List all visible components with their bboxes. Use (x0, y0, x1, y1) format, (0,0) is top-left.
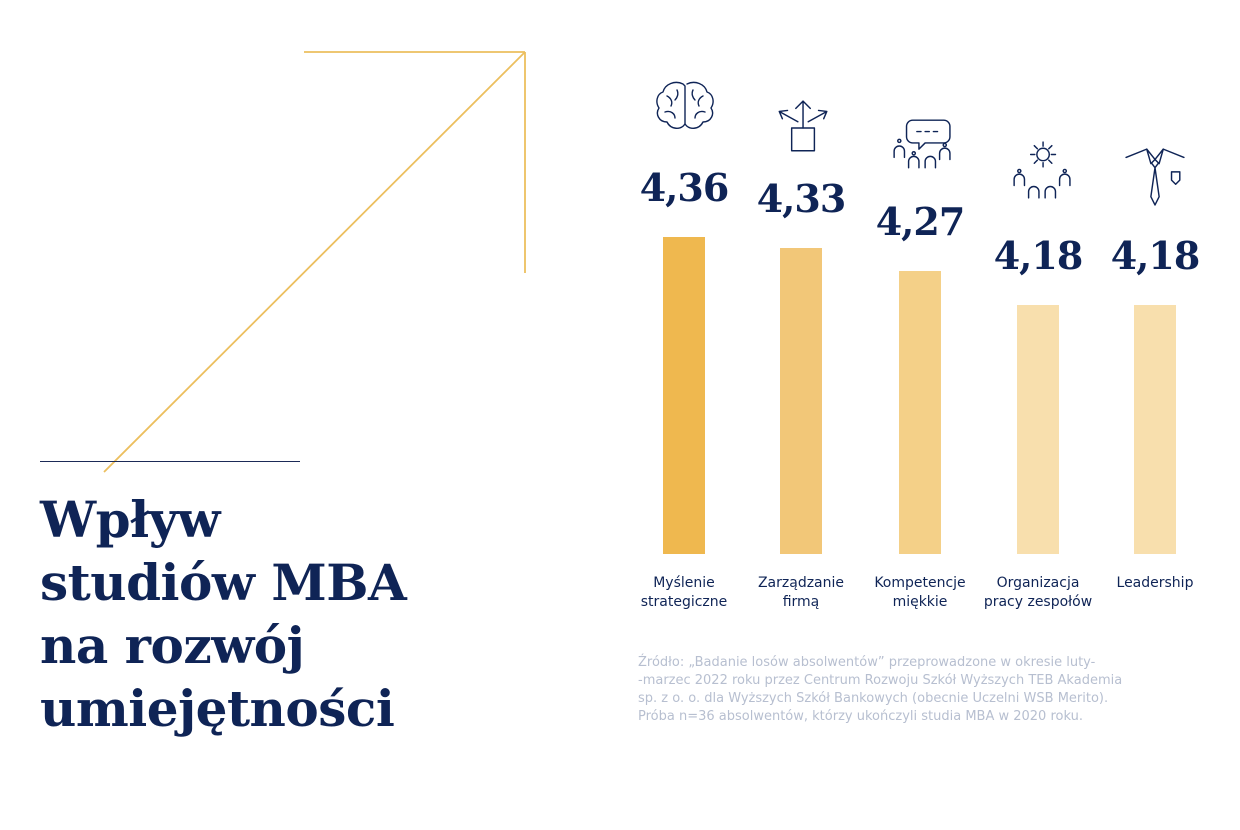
speech-group-icon (893, 119, 951, 169)
gear-team-icon (1013, 141, 1071, 199)
growth-arrow (103, 51, 526, 473)
category-label: Zarządzanie firmą (757, 575, 845, 610)
page-title: Wpływ studiów MBA na rozwój umiejętności (40, 488, 460, 740)
title-divider (40, 461, 300, 462)
brain-icon (656, 81, 714, 129)
title-line: umiejętności (40, 679, 395, 738)
source-line: Źródło: „Badanie losów absolwentów” prze… (638, 655, 1096, 670)
source-line: Próba n=36 absolwentów, którzy ukończyli… (638, 709, 1083, 724)
box-arrows-icon (778, 100, 828, 152)
tie-icon (1125, 148, 1185, 206)
bar-value-label: 4,33 (756, 176, 847, 222)
source-line: sp. z o. o. dla Wyższych Szkół Bankowych… (638, 691, 1109, 706)
category-label: Organizacja pracy zespołów (983, 575, 1093, 610)
title-line: na rozwój (40, 616, 305, 675)
title-line: Wpływ (40, 490, 220, 549)
bar (663, 237, 705, 554)
bar (1017, 305, 1059, 554)
bar (899, 271, 941, 554)
bar (780, 248, 822, 554)
bar (1134, 305, 1176, 554)
category-label: Leadership (1116, 575, 1194, 591)
source-note: Źródło: „Badanie losów absolwentów” prze… (638, 654, 1198, 726)
bar-value-label: 4,36 (639, 165, 730, 210)
category-label: Kompetencje miękkie (874, 575, 966, 610)
bar-value-label: 4,27 (875, 199, 966, 244)
bar-value-label: 4,18 (993, 233, 1084, 278)
title-line: studiów MBA (40, 553, 407, 612)
category-label: Myślenie strategiczne (640, 575, 728, 610)
bar-value-label: 4,18 (1110, 233, 1201, 278)
source-line: -marzec 2022 roku przez Centrum Rozwoju … (638, 673, 1123, 688)
